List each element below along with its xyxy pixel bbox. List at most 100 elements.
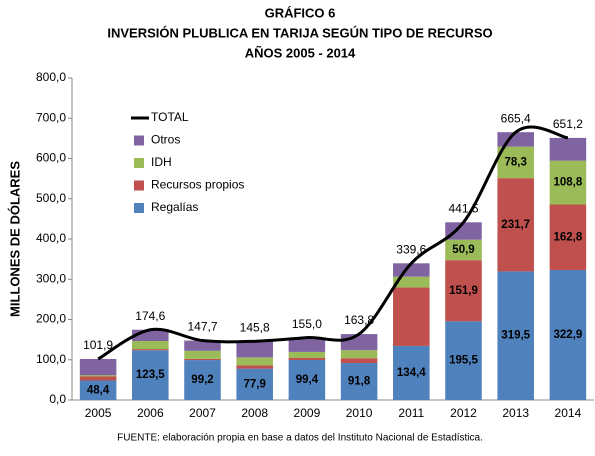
bar-segment <box>445 239 482 261</box>
legend-label: IDH <box>151 155 172 169</box>
bar-segment <box>288 337 326 352</box>
bar-segment <box>393 287 430 346</box>
bar-segment <box>393 276 430 288</box>
legend-label: Otros <box>151 133 180 147</box>
bar-segment <box>132 349 169 351</box>
x-tick-label: 2008 <box>241 406 268 420</box>
bar-segment <box>79 380 117 400</box>
y-tick-label: 0,0 <box>49 392 66 406</box>
bar-segment <box>497 271 534 400</box>
y-axis-label: MILLONES DE DÓLARES <box>7 161 22 317</box>
bar-segment <box>445 222 482 240</box>
y-tick-label: 500,0 <box>36 191 66 205</box>
data-label: 99,2 <box>191 374 213 386</box>
legend-label: TOTAL <box>151 110 189 124</box>
total-label: 155,0 <box>292 317 322 331</box>
bar-segment <box>184 358 221 361</box>
data-label: 162,8 <box>554 231 583 243</box>
total-label: 339,6 <box>396 242 426 256</box>
total-label: 145,8 <box>240 320 270 334</box>
y-tick-label: 700,0 <box>36 110 66 124</box>
bar-segment <box>132 329 169 342</box>
legend-label: Recursos propios <box>151 178 244 192</box>
legend-swatch <box>134 203 144 213</box>
data-label: 48,4 <box>87 384 110 396</box>
data-label: 134,4 <box>397 367 426 379</box>
chart-title: AÑOS 2005 - 2014 <box>245 45 356 60</box>
x-tick-label: 2014 <box>555 406 582 420</box>
data-label: 319,5 <box>501 330 530 342</box>
data-label: 322,9 <box>554 329 583 341</box>
x-tick-label: 2009 <box>294 406 321 420</box>
y-tick-label: 400,0 <box>36 231 66 245</box>
total-label: 651,2 <box>553 117 583 131</box>
x-tick-label: 2011 <box>398 406 424 420</box>
bar-segment <box>445 260 482 322</box>
bar-segment <box>549 160 587 205</box>
legend-swatch <box>134 135 144 146</box>
data-label: 77,9 <box>244 378 266 390</box>
bar-segment <box>184 350 221 359</box>
data-label: 151,9 <box>449 285 478 297</box>
total-label: 665,4 <box>501 111 531 125</box>
bar-segment <box>236 365 273 369</box>
y-tick-label: 200,0 <box>36 312 66 326</box>
y-tick-label: 100,0 <box>36 352 66 366</box>
bar-segment <box>497 178 534 272</box>
total-label: 441,5 <box>448 201 478 215</box>
bar-segment <box>497 132 534 147</box>
bar-segment <box>79 376 117 381</box>
bar-segment <box>236 341 273 358</box>
bar-segment <box>132 341 169 350</box>
bar-segment <box>549 270 587 400</box>
data-label: 91,8 <box>348 376 371 388</box>
total-line <box>97 125 569 361</box>
total-label: 163,8 <box>344 313 374 327</box>
legend-swatch <box>134 158 144 168</box>
bar-segment <box>236 357 273 366</box>
bar-segment <box>340 334 378 351</box>
bar-segment <box>497 146 534 179</box>
total-label: 147,7 <box>187 320 217 334</box>
data-label: 123,5 <box>136 369 165 381</box>
bar-segment <box>132 350 169 400</box>
bar-segment <box>79 375 117 377</box>
bar-segment <box>393 345 430 400</box>
data-label: 231,7 <box>501 219 530 231</box>
data-label: 78,3 <box>505 156 527 168</box>
x-tick-label: 2010 <box>346 406 373 420</box>
data-label: 50,9 <box>452 244 474 256</box>
data-label: 108,8 <box>554 177 583 189</box>
legend-label: Regalías <box>151 200 198 214</box>
bar-segment <box>549 204 587 271</box>
bar-segment <box>288 359 326 400</box>
total-label: 174,6 <box>135 309 165 323</box>
x-tick-label: 2013 <box>502 406 529 420</box>
bar-segment <box>288 357 326 360</box>
bar-segment <box>184 340 221 351</box>
data-label: 99,4 <box>296 374 319 386</box>
y-tick-label: 300,0 <box>36 271 66 285</box>
footnote: FUENTE: elaboración propia en base a dat… <box>117 433 483 444</box>
chart-title: GRÁFICO 6 <box>265 5 336 20</box>
x-tick-label: 2005 <box>85 406 112 420</box>
x-tick-label: 2006 <box>137 406 164 420</box>
bar-segment <box>340 358 378 364</box>
bar-segment <box>236 368 273 400</box>
x-tick-label: 2012 <box>450 406 477 420</box>
bar-segment <box>445 321 482 400</box>
chart-title: INVERSIÓN PLUBLICA EN TARIJA SEGÚN TIPO … <box>107 25 492 40</box>
bar-segment <box>340 350 378 359</box>
bar-segment <box>340 363 378 400</box>
y-tick-label: 800,0 <box>36 70 66 84</box>
bar-segment <box>549 137 587 161</box>
data-label: 195,5 <box>449 355 478 367</box>
total-label: 101,9 <box>83 338 113 352</box>
x-tick-label: 2007 <box>189 406 216 420</box>
legend-swatch <box>134 180 144 191</box>
bar-segment <box>79 358 117 376</box>
bar-segment <box>288 351 326 358</box>
y-tick-label: 600,0 <box>36 151 66 165</box>
bar-segment <box>184 360 221 400</box>
